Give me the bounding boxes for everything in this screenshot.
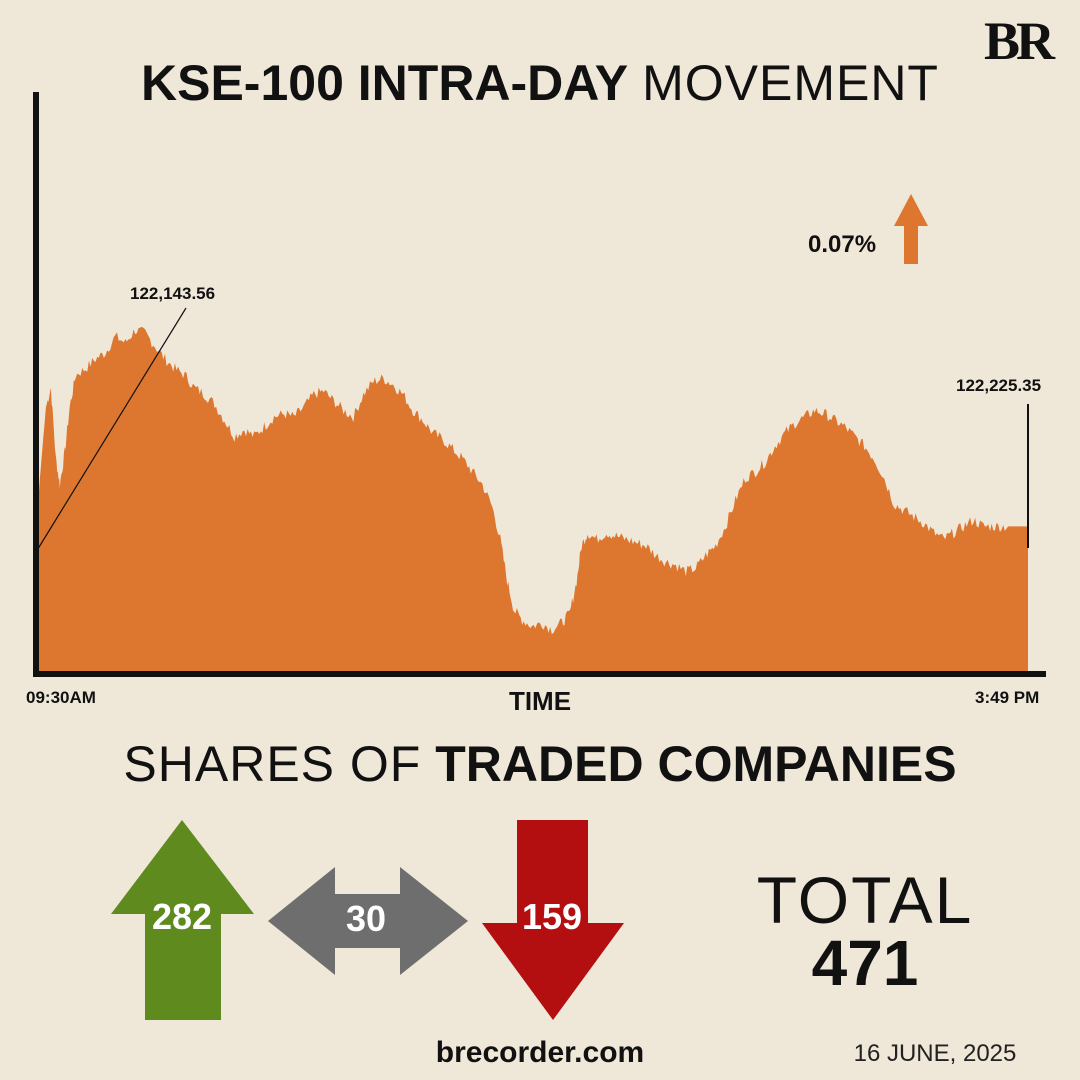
x-axis-label: TIME	[508, 686, 572, 716]
site-url[interactable]: brecorder.com	[435, 1036, 645, 1069]
br-logo: BR	[984, 11, 1055, 71]
x-tick-start: 09:30AM	[26, 688, 96, 707]
high-leader-line	[35, 307, 187, 553]
advancers-up-arrow-icon	[111, 820, 254, 1020]
intraday-area	[36, 326, 1028, 672]
change-percent-label: 0.07%	[808, 231, 877, 258]
chart-title-light: MOVEMENT	[642, 55, 939, 111]
breadth-title-light: SHARES OF	[123, 736, 422, 792]
decliners-count: 159	[521, 896, 583, 937]
breadth-title-bold: TRADED COMPANIES	[435, 736, 957, 792]
unchanged-count: 30	[345, 898, 387, 939]
total-count: 471	[811, 927, 919, 999]
chart-title-bold: KSE-100 INTRA-DAY	[141, 55, 629, 111]
close-value-label: 122,225.35	[956, 376, 1042, 395]
total-label: TOTAL	[756, 863, 974, 937]
advancers-count: 282	[151, 896, 213, 937]
x-tick-end: 3:49 PM	[975, 688, 1040, 707]
date-label: 16 JUNE, 2025	[853, 1040, 1017, 1067]
change-up-arrow-icon	[894, 194, 928, 264]
decliners-down-arrow-icon	[482, 820, 624, 1020]
high-value-label: 122,143.56	[130, 284, 216, 303]
breadth-title: SHARES OF TRADED COMPANIES	[0, 735, 1080, 793]
unchanged-double-arrow-icon	[268, 867, 468, 975]
chart-title: KSE-100 INTRA-DAY MOVEMENT	[0, 54, 1080, 112]
